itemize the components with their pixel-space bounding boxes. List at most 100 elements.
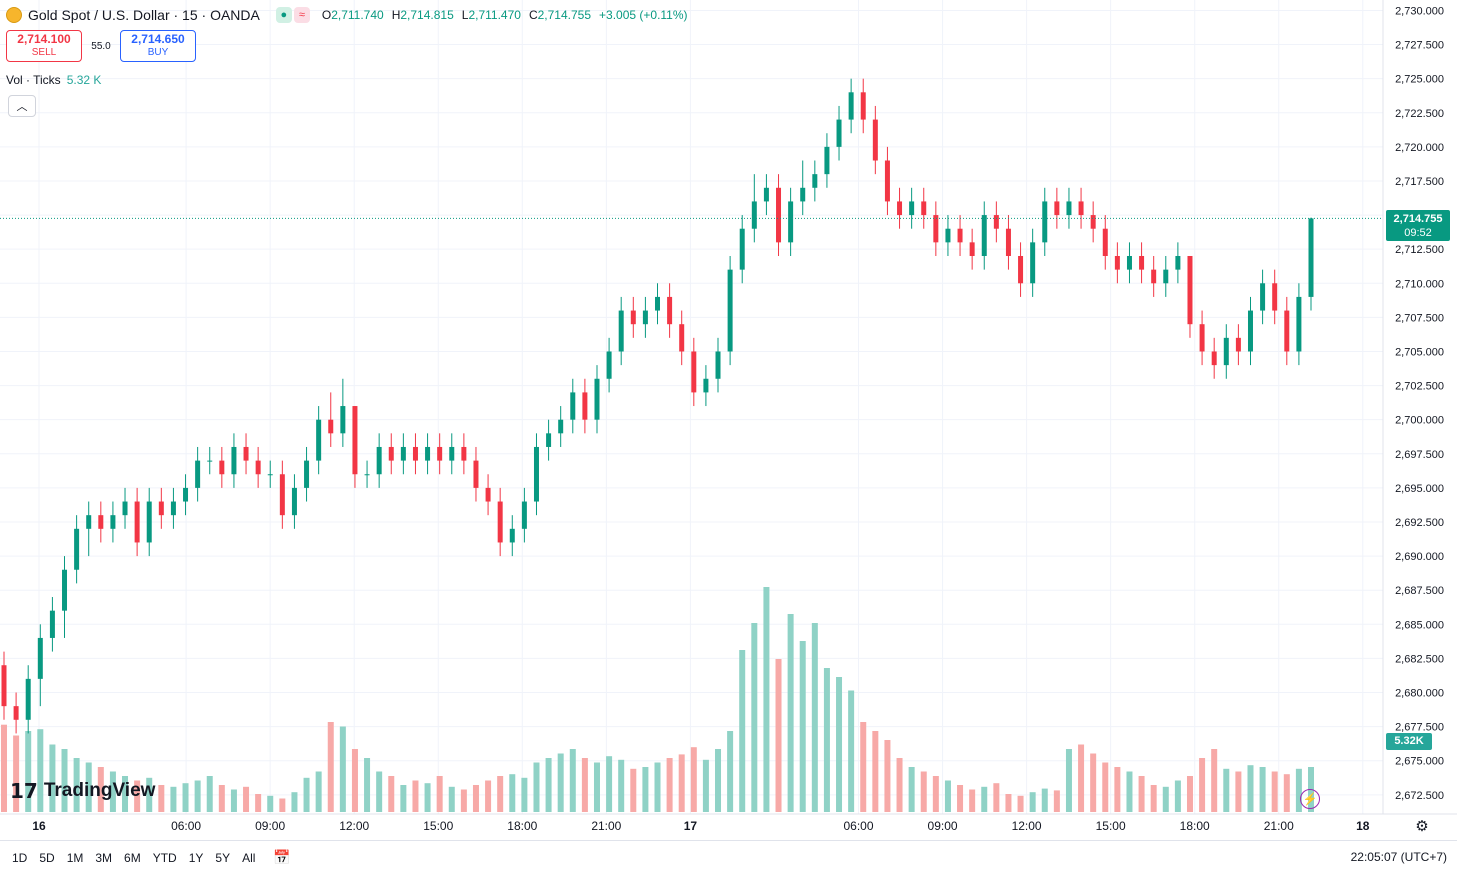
candle: [679, 310, 685, 366]
candle-body: [1066, 201, 1072, 216]
candle-body: [304, 460, 310, 488]
time-tick-label: 18: [1356, 819, 1370, 833]
candle-body: [812, 174, 818, 188]
market-status[interactable]: ● ≈: [275, 7, 310, 23]
volume-bar: [666, 758, 673, 812]
volume-bar: [981, 786, 988, 812]
ohlc-label: L: [461, 8, 469, 22]
clock[interactable]: 22:05:07 (UTC+7): [1350, 850, 1447, 864]
last-price-tag: 2,714.755 09:52: [1386, 210, 1450, 241]
candle-body: [521, 501, 527, 529]
volume-bar: [1150, 785, 1157, 812]
buy-button[interactable]: 2,714.650 BUY: [120, 30, 196, 62]
candle: [13, 692, 19, 734]
candle: [437, 433, 443, 475]
approx-icon[interactable]: ≈: [293, 7, 310, 23]
time-tick-label: 12:00: [339, 819, 369, 833]
time-tick-label: 18:00: [1180, 819, 1210, 833]
candle: [546, 419, 552, 461]
tradingview-logo[interactable]: 17 TradingView: [10, 779, 155, 803]
candle-body: [37, 637, 43, 679]
range-5y[interactable]: 5Y: [215, 850, 231, 865]
volume-bar: [351, 749, 358, 812]
candle-body: [267, 474, 273, 476]
candle: [158, 487, 164, 529]
range-1m[interactable]: 1M: [66, 850, 84, 865]
candle: [291, 474, 297, 529]
candle-body: [86, 515, 92, 529]
lightning-icon[interactable]: ⚡: [1300, 789, 1320, 809]
time-axis[interactable]: 16 06:00 09:00 12:00 15:00 18:00 21:00 17 06:00 0…: [0, 813, 1457, 833]
candle: [74, 515, 80, 584]
volume-bar: [848, 690, 855, 812]
volume-bar: [303, 777, 310, 812]
candle-body: [243, 446, 249, 461]
range-ytd[interactable]: YTD: [152, 850, 177, 865]
price-tick-label: 2,702.500: [1395, 381, 1444, 393]
volume-bar: [823, 668, 830, 812]
candle-body: [1018, 255, 1024, 284]
calendar-icon[interactable]: 📅: [273, 849, 291, 865]
candle-body: [667, 296, 673, 325]
dot-icon[interactable]: ●: [275, 7, 292, 23]
symbol-header: Gold Spot / U.S. Dollar · 15 · OANDA ● ≈…: [6, 4, 688, 26]
price-tick-label: 2,677.500: [1395, 722, 1444, 734]
candle-body: [546, 433, 552, 447]
time-tick-label: 21:00: [1264, 819, 1294, 833]
candle-body: [630, 310, 636, 325]
volume-bar: [533, 762, 540, 812]
candle: [836, 105, 842, 161]
range-1y[interactable]: 1Y: [188, 850, 204, 865]
ohlc-value: 2,711.740: [331, 8, 384, 22]
volume-legend[interactable]: Vol · Ticks 5.32 K: [6, 73, 101, 87]
candle: [1126, 242, 1132, 284]
bottom-toolbar: 1D 5D 1M 3M 6M YTD 1Y 5Y All 📅 22:05:07 (UTC+7): [0, 840, 1457, 874]
price-tick-label: 2,725.000: [1395, 74, 1444, 86]
volume-bar: [448, 786, 455, 812]
gear-icon[interactable]: ⚙: [1415, 818, 1429, 835]
range-selector: 1D 5D 1M 3M 6M YTD 1Y 5Y All: [0, 851, 255, 865]
candle-body: [49, 610, 55, 638]
candle: [751, 174, 757, 243]
candle-body: [388, 446, 394, 461]
candle: [1042, 187, 1048, 256]
range-6m[interactable]: 6M: [124, 850, 141, 865]
range-5d[interactable]: 5D: [39, 850, 55, 865]
candle-body: [533, 446, 539, 502]
candle-body: [1163, 269, 1169, 284]
volume-bar: [884, 740, 891, 812]
volume-bar: [957, 785, 964, 812]
price-axis[interactable]: 2,730.000 2,727.500 2,725.000 2,722.500 2,72…: [1382, 0, 1444, 814]
candle-body: [788, 201, 794, 243]
volume-bar: [230, 789, 237, 812]
range-3m[interactable]: 3M: [95, 850, 113, 865]
candle: [1151, 255, 1157, 297]
symbol-title[interactable]: Gold Spot / U.S. Dollar · 15 · OANDA: [28, 7, 260, 23]
candle: [618, 296, 624, 366]
volume-bar: [243, 786, 250, 812]
sell-button[interactable]: 2,714.100 SELL: [6, 30, 82, 62]
price-tick-label: 2,720.000: [1395, 142, 1444, 154]
bar-countdown: 09:52: [1404, 227, 1432, 239]
range-all[interactable]: All: [242, 850, 256, 865]
candle: [582, 378, 588, 434]
volume-bar: [1162, 786, 1169, 812]
volume-bar: [521, 777, 528, 812]
volume-bar: [606, 756, 613, 812]
collapse-chevron-up-icon[interactable]: ︿: [8, 95, 36, 117]
price-tick-label: 2,695.000: [1395, 483, 1444, 495]
volume-bar: [376, 771, 383, 812]
volume-bar: [170, 786, 177, 812]
candle-body: [1139, 255, 1145, 270]
volume-bar: [908, 767, 915, 812]
range-1d[interactable]: 1D: [12, 850, 28, 865]
candle: [279, 460, 285, 529]
candle-body: [1296, 296, 1302, 352]
volume-bar: [811, 623, 818, 812]
volume-bar: [146, 777, 153, 812]
candle-body: [1126, 255, 1132, 270]
candle: [1211, 337, 1217, 379]
ohlc-label: O: [321, 8, 332, 22]
price-tick-label: 2,707.500: [1395, 312, 1444, 324]
